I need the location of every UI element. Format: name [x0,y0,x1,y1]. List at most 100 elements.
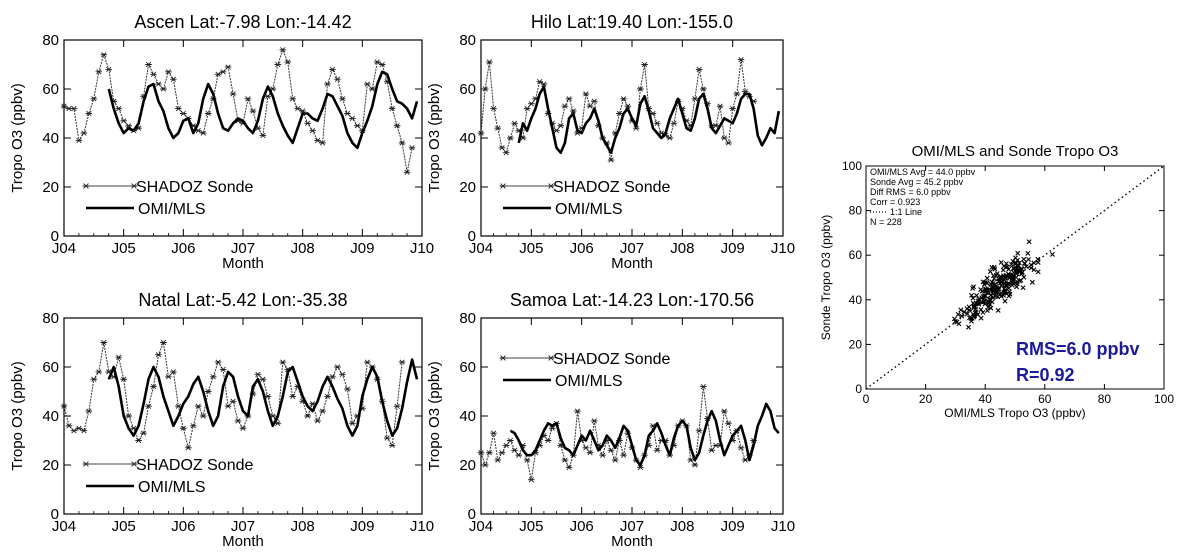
omi-line [107,70,419,150]
y-axis-label: Sonde Tropo O3 (ppbv) [819,215,833,340]
y-tick-label: 20 [459,179,476,196]
legend-omi-label: OMI/MLS [138,201,206,218]
scatter-point [1002,280,1008,286]
scatter-point [1013,260,1019,266]
sonde-point [725,140,732,146]
sonde-point [364,81,371,87]
scatter-point [969,315,975,321]
y-tick-label: 20 [849,337,863,351]
sonde-point [553,128,560,134]
x-tick-label: J05 [519,518,543,535]
y-tick-label: 40 [459,130,476,147]
scatter-point [1002,275,1008,281]
x-tick-label: J10 [771,240,795,257]
x-tick-label: J09 [721,518,745,535]
sonde-point [214,359,222,365]
panel-title: Samoa Lat:-14.23 Lon:-170.56 [510,290,754,310]
x-tick-label: J07 [620,240,644,257]
sonde-point [561,103,569,109]
scatter-point [984,280,990,286]
sonde-point [586,450,594,456]
legend-sonde-marker [547,355,555,361]
sonde-point [150,383,157,390]
sonde-point [507,437,514,444]
sonde-point [165,69,172,75]
scatter-point [955,311,961,317]
legend-sonde-marker [499,183,507,189]
sonde-point [620,96,627,102]
scatter-point [1031,260,1037,266]
sonde-point [494,125,502,131]
sonde-point [284,59,292,65]
y-tick-label: 0 [468,228,476,245]
legend-sonde-marker [130,461,138,467]
scatter-point [1026,256,1031,262]
x-tick-label: J09 [350,240,374,257]
sonde-point [70,428,78,434]
sonde-point [393,403,401,409]
scatter-point [1026,239,1032,245]
sonde-point [314,418,321,424]
x-tick-label: J09 [350,518,374,535]
plot-frame [63,39,423,237]
omi-line [509,402,780,467]
scatter-point [993,292,999,298]
sonde-point [329,66,336,73]
sonde-point [209,374,217,380]
y-tick-label: 60 [459,359,476,376]
y-axis-label: Tropo O3 (ppbv) [426,361,443,471]
sonde-point [607,157,615,163]
scatter-point [964,311,970,317]
sonde-point [165,374,172,380]
scatter-title: OMI/MLS and Sonde Tropo O3 [912,143,1119,160]
sonde-point [582,445,590,451]
x-tick-label: J10 [771,518,795,535]
sonde-point [729,105,736,112]
scatter-point [988,281,994,287]
sonde-point [75,137,83,144]
scatter-point [988,305,994,311]
stats-line: N = 228 [870,217,902,227]
scatter-point [983,293,989,299]
y-tick-label: 80 [459,310,476,327]
y-tick-label: 20 [42,457,59,474]
sonde-point [239,425,247,431]
x-tick-label: J05 [112,518,136,535]
scatter-point [1025,250,1031,256]
sonde-point [185,445,192,451]
sonde-point [90,96,98,102]
sonde-point [498,145,506,151]
sonde-point [549,425,556,431]
scatter-point [995,307,1001,313]
sonde-line [63,340,403,449]
sonde-point [599,452,606,458]
sonde-point [140,430,147,436]
sonde-point [170,76,177,82]
x-tick-label: J04 [469,240,493,257]
legend: SHADOZ Sonde OMI/MLS [82,179,253,218]
legend-sonde-marker [82,461,90,467]
sonde-point [582,91,590,97]
stats-line: OMI/MLS Avg = 44.0 ppbv [870,167,976,177]
scatter-point [1018,266,1024,271]
sonde-point [219,69,227,75]
sonde-point [150,71,157,77]
sonde-point [569,108,577,114]
sonde-point [339,371,346,377]
sonde-point [279,47,287,53]
sonde-point [523,105,531,112]
scatter-point [1049,251,1055,257]
sonde-point [264,93,272,99]
sonde-point [368,86,376,92]
scatter-point [984,275,990,281]
scatter-point [1031,267,1037,273]
sonde-point [388,105,396,112]
legend: SHADOZ Sonde OMI/MLS [499,179,670,218]
scatter-point [966,324,971,330]
sonde-point [324,81,331,87]
y-tick-label: 0 [51,228,59,245]
scatter-point [979,299,985,305]
legend-sonde-marker [547,183,555,189]
legend-sonde-label: SHADOZ Sonde [136,457,253,474]
scatter-point [980,309,986,315]
